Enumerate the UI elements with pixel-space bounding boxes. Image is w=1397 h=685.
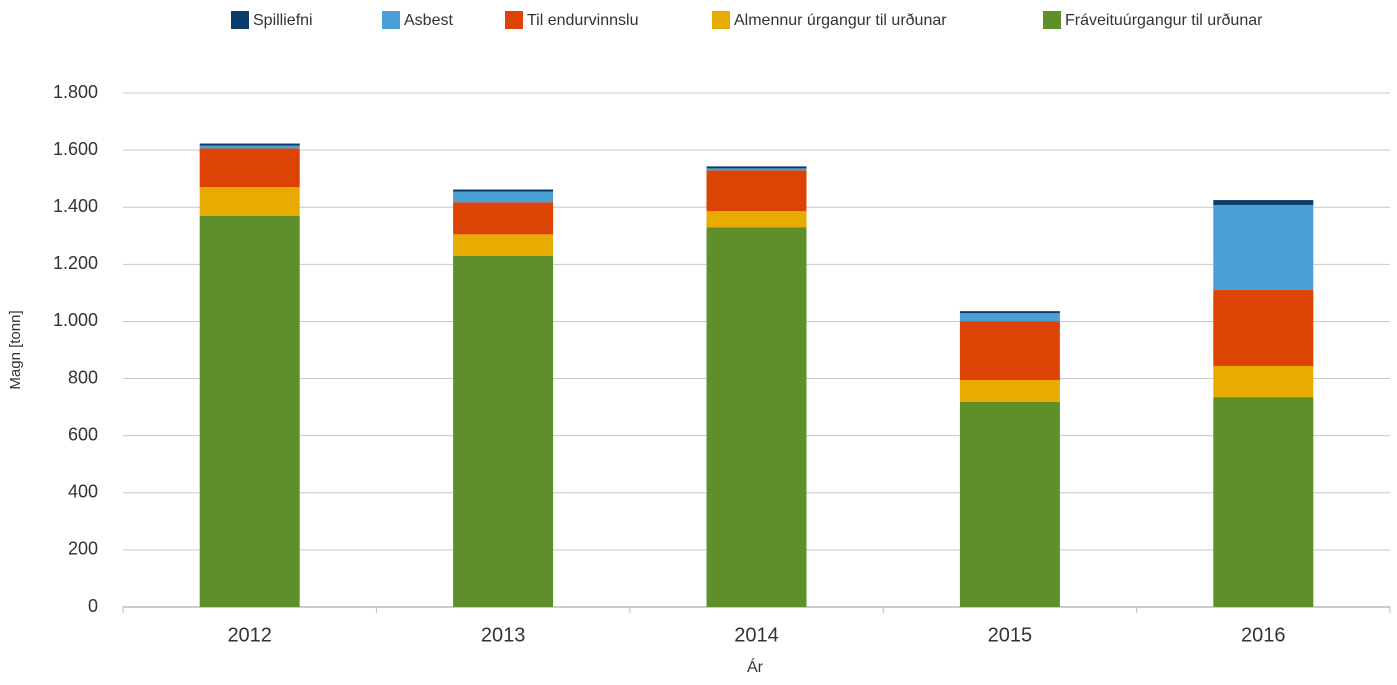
x-tick-label: 2013 <box>481 624 526 646</box>
legend-swatch <box>505 11 523 29</box>
bar-segment <box>453 234 554 256</box>
bar-segment <box>706 166 807 169</box>
legend-label: Til endurvinnslu <box>527 12 638 29</box>
bar-segment <box>453 255 554 607</box>
legend-swatch <box>1043 11 1061 29</box>
bar-segment <box>199 143 300 146</box>
bar-segment <box>1213 200 1314 205</box>
bar-segment <box>453 189 554 192</box>
legend-swatch <box>712 11 730 29</box>
bar-segment <box>706 211 807 228</box>
legend-label: Almennur úrgangur til urðunar <box>734 12 947 29</box>
bar-segment <box>959 311 1060 314</box>
bar-segment <box>706 227 807 607</box>
bar-segment <box>959 379 1060 402</box>
bar-segment <box>199 187 300 216</box>
bar-segment <box>1213 204 1314 291</box>
legend-swatch <box>231 11 249 29</box>
x-tick-label: 2012 <box>227 624 272 646</box>
bar-segment <box>706 170 807 212</box>
bar-segment <box>1213 290 1314 366</box>
y-tick-label: 800 <box>68 367 98 387</box>
y-tick-label: 1.400 <box>53 196 98 216</box>
bar-segment <box>959 401 1060 607</box>
y-tick-label: 400 <box>68 482 98 502</box>
y-tick-label: 1.800 <box>53 82 98 102</box>
x-tick-label: 2016 <box>1241 624 1286 646</box>
x-axis-title: Ár <box>747 657 764 676</box>
bar-segment <box>1213 397 1314 607</box>
legend-label: Fráveituúrgangur til urðunar <box>1065 12 1263 29</box>
x-tick-label: 2015 <box>988 624 1033 646</box>
legend-label: Spilliefni <box>253 12 313 29</box>
bar-segment <box>453 202 554 235</box>
bar-segment <box>706 168 807 171</box>
y-tick-label: 0 <box>88 596 98 616</box>
bar-segment <box>453 191 554 203</box>
bar-segment <box>959 313 1060 322</box>
bar-segment <box>199 215 300 608</box>
y-axis-title: Magn [tonn] <box>7 310 24 389</box>
y-tick-label: 1.600 <box>53 139 98 159</box>
legend-label: Asbest <box>404 12 453 29</box>
y-tick-label: 1.200 <box>53 253 98 273</box>
legend-swatch <box>382 11 400 29</box>
x-tick-label: 2014 <box>734 624 779 646</box>
y-tick-label: 1.000 <box>53 310 98 330</box>
bar-segment <box>959 321 1060 380</box>
bar-segment <box>199 148 300 188</box>
y-tick-label: 200 <box>68 539 98 559</box>
bar-segment <box>1213 365 1314 398</box>
bar-segment <box>199 145 300 149</box>
y-tick-label: 600 <box>68 424 98 444</box>
